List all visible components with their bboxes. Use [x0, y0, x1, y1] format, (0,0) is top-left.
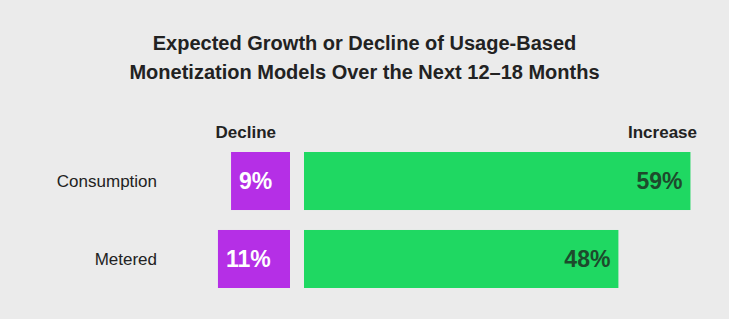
title-line: Monetization Models Over the Next 12–18 … [129, 61, 599, 83]
plot-area [218, 152, 691, 288]
bar [304, 152, 690, 210]
data-label: 11% [226, 246, 271, 272]
data-label: 48% [564, 246, 610, 272]
bar [304, 230, 618, 288]
data-label: 9% [239, 168, 272, 194]
chart: Expected Growth or Decline of Usage-Base… [0, 0, 729, 319]
data-label: 59% [636, 168, 682, 194]
category-labels: Consumption Metered [57, 172, 157, 269]
bar [231, 152, 290, 210]
data-labels: 9% 11% 59% 48% [226, 168, 683, 272]
series-headers: Decline Increase [216, 123, 697, 142]
category-label: Metered [95, 250, 157, 269]
series-header: Increase [628, 123, 697, 142]
title: Expected Growth or Decline of Usage-Base… [129, 32, 599, 83]
title-line: Expected Growth or Decline of Usage-Base… [153, 32, 576, 54]
series-header: Decline [216, 123, 276, 142]
bar [218, 230, 290, 288]
category-label: Consumption [57, 172, 157, 191]
background [0, 0, 729, 319]
